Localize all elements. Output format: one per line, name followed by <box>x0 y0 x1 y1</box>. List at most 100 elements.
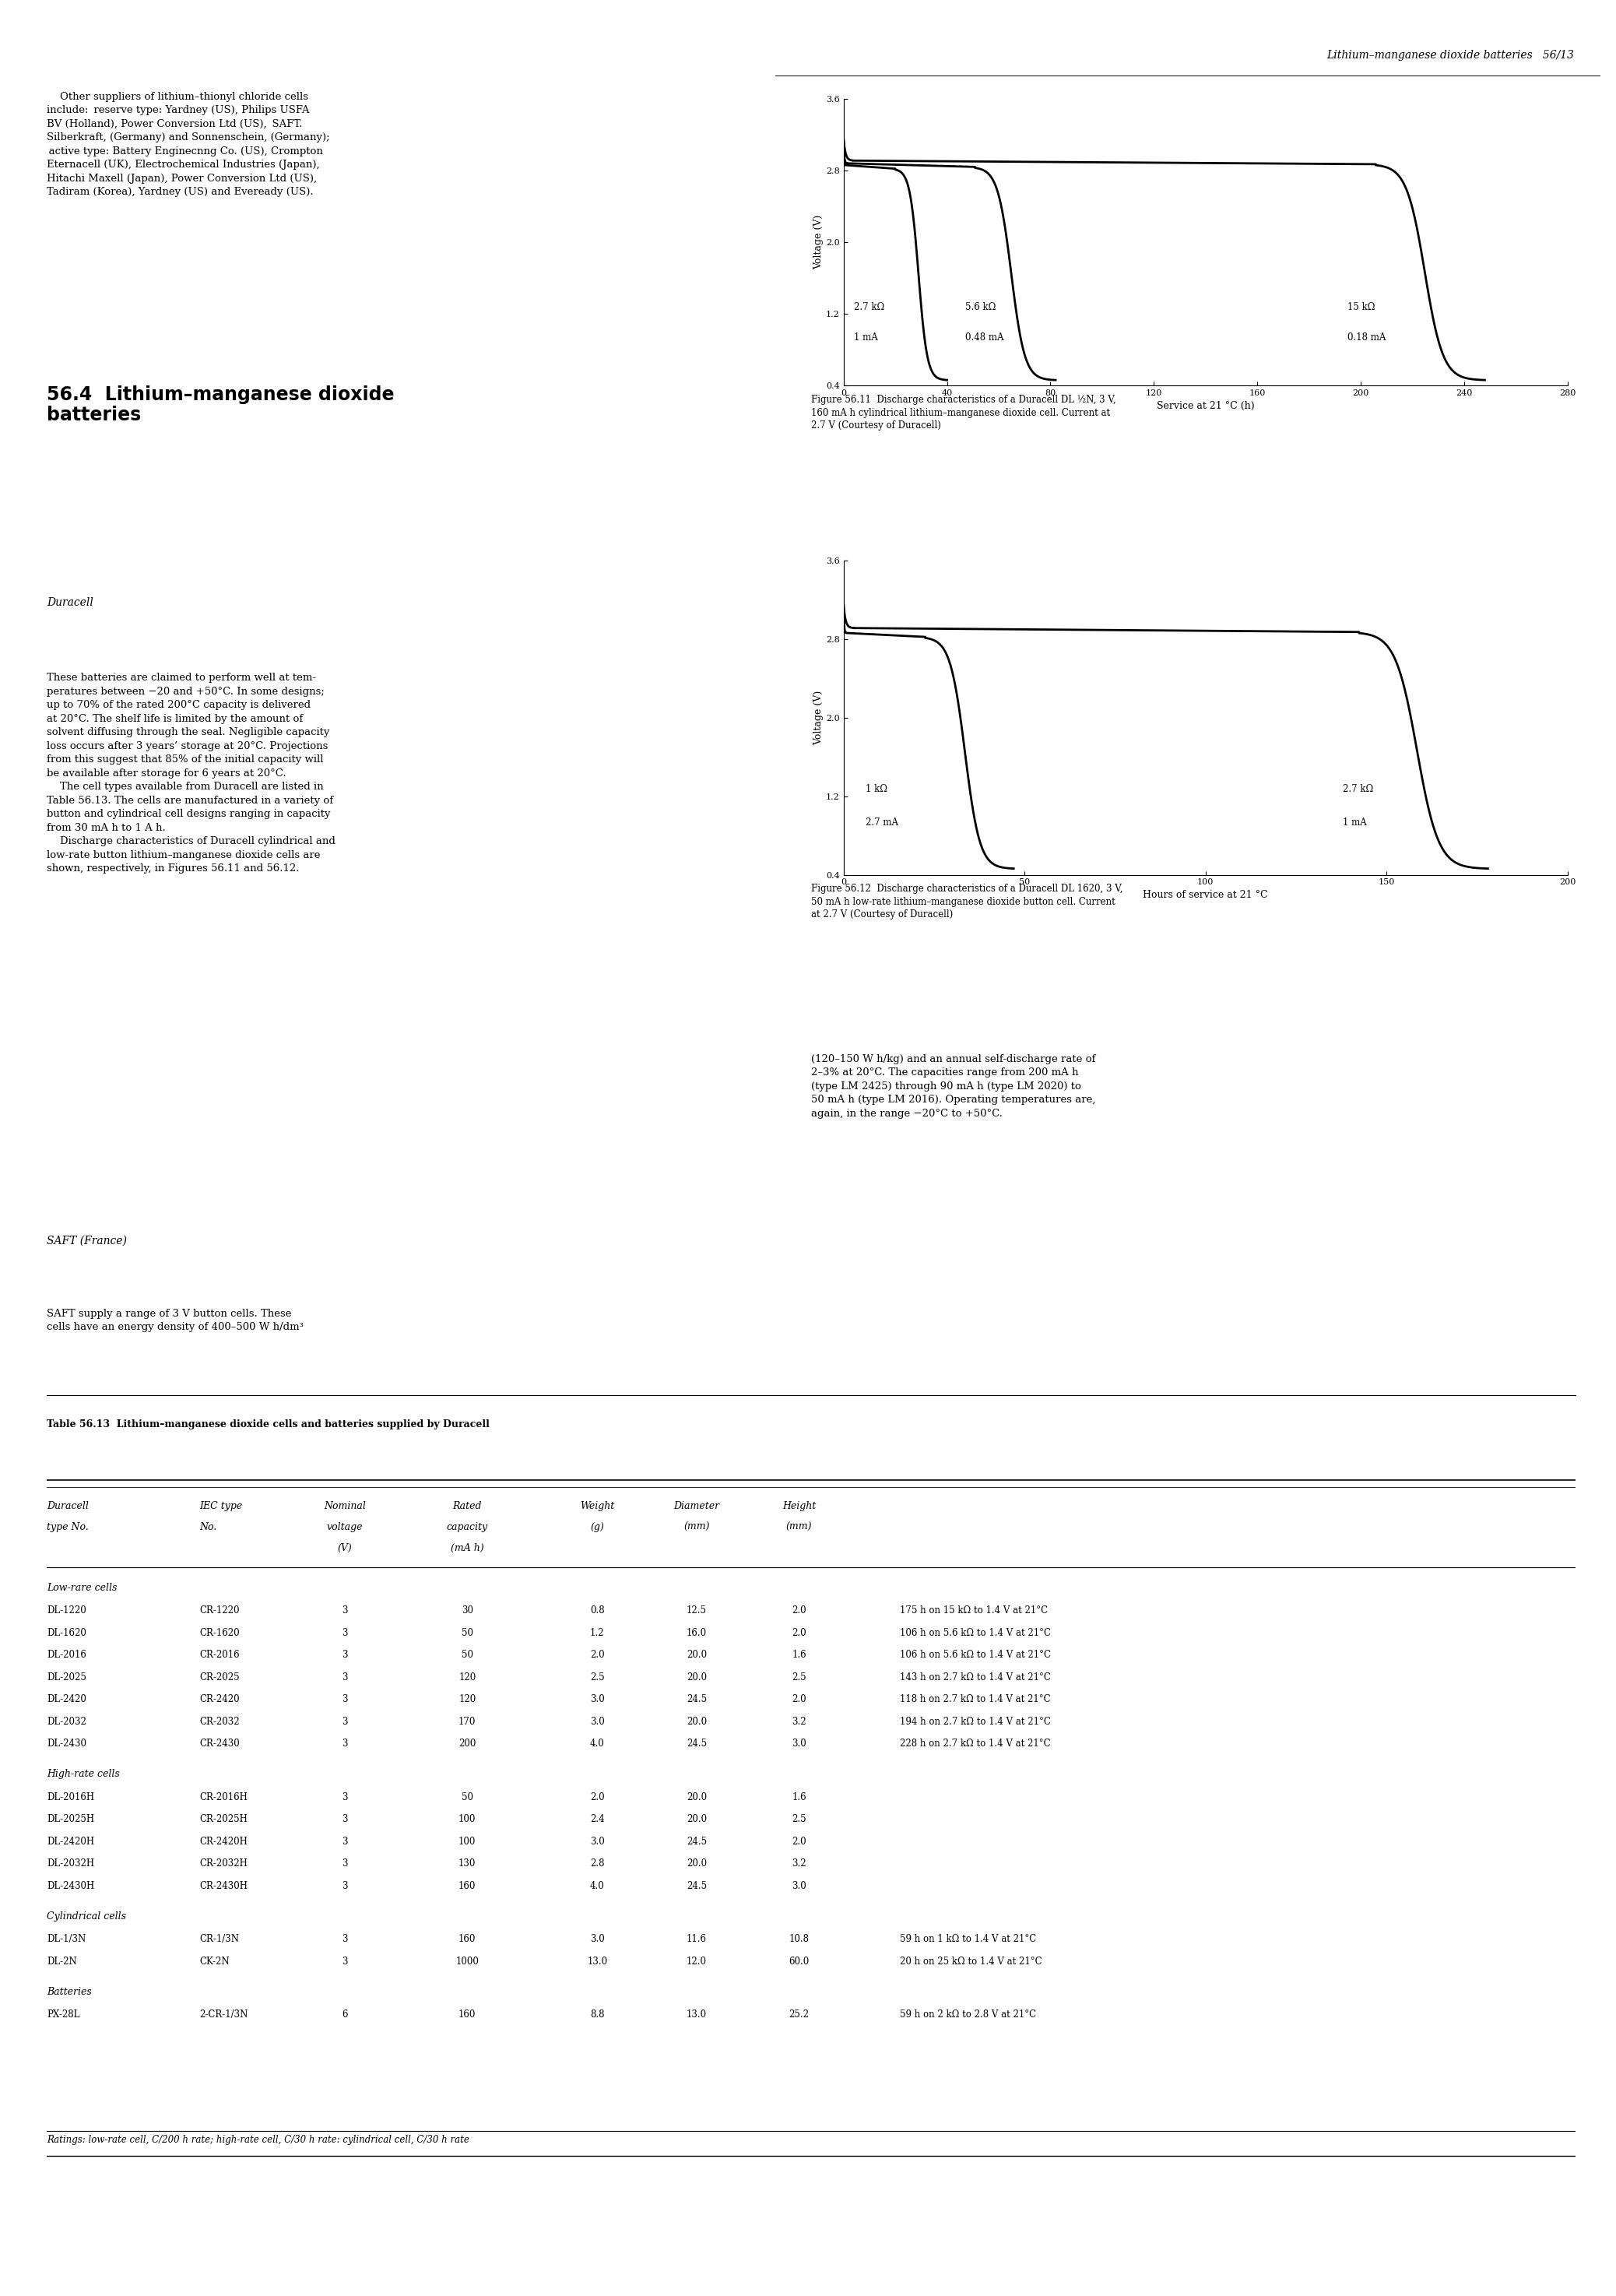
Text: 2.7 mA: 2.7 mA <box>865 817 898 827</box>
Text: 3: 3 <box>343 1880 347 1892</box>
Text: 3: 3 <box>343 1791 347 1802</box>
Text: Lithium–manganese dioxide batteries   56/13: Lithium–manganese dioxide batteries 56/1… <box>1327 51 1574 60</box>
Text: 3: 3 <box>343 1857 347 1869</box>
Text: 15 kΩ: 15 kΩ <box>1348 303 1375 312</box>
Text: 59 h on 2 kΩ to 2.8 V at 21°C: 59 h on 2 kΩ to 2.8 V at 21°C <box>900 2009 1036 2020</box>
Text: Ratings: low-rate cell, C/200 h rate; high-rate cell, C/30 h rate: cylindrical c: Ratings: low-rate cell, C/200 h rate; hi… <box>47 2135 470 2144</box>
Text: No.: No. <box>200 1522 217 1531</box>
Text: Figure 56.12  Discharge characteristics of a Duracell DL 1620, 3 V,
50 mA h low-: Figure 56.12 Discharge characteristics o… <box>811 884 1123 921</box>
Text: CR-2016: CR-2016 <box>200 1651 239 1660</box>
Text: 3: 3 <box>343 1814 347 1825</box>
Text: (mA h): (mA h) <box>451 1543 483 1552</box>
Text: 200: 200 <box>459 1738 477 1750</box>
Text: 160: 160 <box>459 1933 477 1945</box>
Text: Duracell: Duracell <box>47 597 94 608</box>
Text: (mm): (mm) <box>785 1522 813 1531</box>
Text: 2.5: 2.5 <box>792 1671 806 1683</box>
Text: 2.0: 2.0 <box>792 1605 806 1616</box>
Text: PX-28L: PX-28L <box>47 2009 79 2020</box>
Text: 228 h on 2.7 kΩ to 1.4 V at 21°C: 228 h on 2.7 kΩ to 1.4 V at 21°C <box>900 1738 1050 1750</box>
Text: 3.0: 3.0 <box>792 1738 806 1750</box>
Text: Table 56.13  Lithium–manganese dioxide cells and batteries supplied by Duracell: Table 56.13 Lithium–manganese dioxide ce… <box>47 1419 490 1430</box>
Text: 20.0: 20.0 <box>687 1671 706 1683</box>
Text: 170: 170 <box>459 1717 477 1727</box>
Text: 3: 3 <box>343 1837 347 1846</box>
Text: 3: 3 <box>343 1605 347 1616</box>
Text: (V): (V) <box>338 1543 352 1552</box>
Text: SAFT (France): SAFT (France) <box>47 1235 128 1247</box>
Text: Weight: Weight <box>580 1502 614 1511</box>
Text: 20.0: 20.0 <box>687 1791 706 1802</box>
Text: 3.0: 3.0 <box>590 1694 604 1704</box>
Text: 2.0: 2.0 <box>792 1694 806 1704</box>
Text: 60.0: 60.0 <box>789 1956 810 1965</box>
Text: 2.0: 2.0 <box>590 1791 604 1802</box>
Text: 56.4  Lithium–manganese dioxide
batteries: 56.4 Lithium–manganese dioxide batteries <box>47 386 394 425</box>
Text: 2.4: 2.4 <box>590 1814 604 1825</box>
X-axis label: Hours of service at 21 °C: Hours of service at 21 °C <box>1143 889 1269 900</box>
Text: 30: 30 <box>462 1605 473 1616</box>
Text: CR-2420: CR-2420 <box>200 1694 239 1704</box>
Text: DL-2430H: DL-2430H <box>47 1880 95 1892</box>
Text: DL-2N: DL-2N <box>47 1956 78 1965</box>
Text: 20.0: 20.0 <box>687 1857 706 1869</box>
Text: 0.8: 0.8 <box>590 1605 604 1616</box>
Text: 100: 100 <box>459 1814 477 1825</box>
Text: 3: 3 <box>343 1694 347 1704</box>
Text: type No.: type No. <box>47 1522 89 1531</box>
Text: DL-1620: DL-1620 <box>47 1628 87 1637</box>
Text: 20 h on 25 kΩ to 1.4 V at 21°C: 20 h on 25 kΩ to 1.4 V at 21°C <box>900 1956 1042 1965</box>
Text: 120: 120 <box>459 1694 477 1704</box>
Text: These batteries are claimed to perform well at tem-
peratures between −20 and +5: These batteries are claimed to perform w… <box>47 673 336 872</box>
Text: DL-2025: DL-2025 <box>47 1671 87 1683</box>
Text: 3: 3 <box>343 1738 347 1750</box>
Text: DL-2032H: DL-2032H <box>47 1857 94 1869</box>
Text: 3.0: 3.0 <box>590 1837 604 1846</box>
Text: Diameter: Diameter <box>674 1502 719 1511</box>
Text: 4.0: 4.0 <box>590 1880 604 1892</box>
Text: DL-2430: DL-2430 <box>47 1738 87 1750</box>
Text: 2.5: 2.5 <box>590 1671 604 1683</box>
Text: 2.5: 2.5 <box>792 1814 806 1825</box>
Y-axis label: Voltage (V): Voltage (V) <box>814 691 824 744</box>
Text: High-rate cells: High-rate cells <box>47 1770 120 1779</box>
Text: Figure 56.11  Discharge characteristics of a Duracell DL ½N, 3 V,
160 mA h cylin: Figure 56.11 Discharge characteristics o… <box>811 395 1117 432</box>
Text: CR-1620: CR-1620 <box>200 1628 239 1637</box>
Text: 3: 3 <box>343 1956 347 1965</box>
Text: 50: 50 <box>462 1628 473 1637</box>
Text: 4.0: 4.0 <box>590 1738 604 1750</box>
Text: 12.0: 12.0 <box>687 1956 706 1965</box>
Text: 106 h on 5.6 kΩ to 1.4 V at 21°C: 106 h on 5.6 kΩ to 1.4 V at 21°C <box>900 1651 1050 1660</box>
X-axis label: Service at 21 °C (h): Service at 21 °C (h) <box>1157 400 1254 411</box>
Text: 3: 3 <box>343 1671 347 1683</box>
Text: 2-CR-1/3N: 2-CR-1/3N <box>200 2009 249 2020</box>
Text: 3: 3 <box>343 1651 347 1660</box>
Text: 1 kΩ: 1 kΩ <box>865 783 887 794</box>
Text: 2.7 kΩ: 2.7 kΩ <box>1343 783 1374 794</box>
Text: CK-2N: CK-2N <box>200 1956 229 1965</box>
Text: 24.5: 24.5 <box>687 1694 706 1704</box>
Text: 3.0: 3.0 <box>792 1880 806 1892</box>
Text: CR-2025H: CR-2025H <box>200 1814 247 1825</box>
Text: CR-2032H: CR-2032H <box>200 1857 247 1869</box>
Text: 100: 100 <box>459 1837 477 1846</box>
Text: Other suppliers of lithium–thionyl chloride cells
include:  reserve type: Yardne: Other suppliers of lithium–thionyl chlor… <box>47 92 330 197</box>
Text: 10.8: 10.8 <box>789 1933 810 1945</box>
Text: DL-2420: DL-2420 <box>47 1694 87 1704</box>
Text: DL-2420H: DL-2420H <box>47 1837 94 1846</box>
Text: 130: 130 <box>459 1857 477 1869</box>
Text: DL-1/3N: DL-1/3N <box>47 1933 86 1945</box>
Text: 175 h on 15 kΩ to 1.4 V at 21°C: 175 h on 15 kΩ to 1.4 V at 21°C <box>900 1605 1047 1616</box>
Text: 50: 50 <box>462 1791 473 1802</box>
Text: Height: Height <box>782 1502 816 1511</box>
Text: 1.2: 1.2 <box>590 1628 604 1637</box>
Text: 160: 160 <box>459 1880 477 1892</box>
Text: (mm): (mm) <box>684 1522 709 1531</box>
Text: CR-2025: CR-2025 <box>200 1671 239 1683</box>
Text: 1 mA: 1 mA <box>853 333 877 342</box>
Y-axis label: Voltage (V): Voltage (V) <box>814 216 824 269</box>
Text: 5.6 kΩ: 5.6 kΩ <box>965 303 995 312</box>
Text: 20.0: 20.0 <box>687 1717 706 1727</box>
Text: 1.6: 1.6 <box>792 1651 806 1660</box>
Text: CR-2420H: CR-2420H <box>200 1837 247 1846</box>
